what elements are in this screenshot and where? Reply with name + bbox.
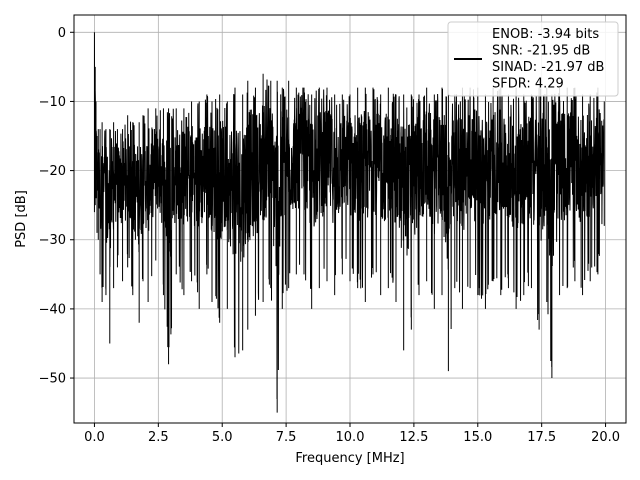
legend-line-sinad: SINAD: -21.97 dB	[492, 60, 604, 75]
x-tick-label: 15.0	[463, 430, 492, 445]
x-tick-label: 10.0	[336, 430, 365, 445]
y-tick-label: −10	[39, 95, 66, 110]
y-axis-label: PSD [dB]	[14, 190, 29, 248]
x-tick-label: 20.0	[591, 430, 620, 445]
y-tick-label: −50	[39, 372, 66, 387]
y-tick-label: −40	[39, 302, 66, 317]
y-tick-label: −20	[39, 164, 66, 179]
x-tick-label: 12.5	[399, 430, 428, 445]
x-axis-label: Frequency [MHz]	[295, 451, 404, 466]
x-tick-label: 5.0	[212, 430, 233, 445]
x-axis-ticks: 0.0 2.5 5.0 7.5 10.0 12.5 15.0 17.5 20.0	[84, 423, 620, 445]
legend-line-enob: ENOB: -3.94 bits	[492, 27, 599, 42]
legend-line-sfdr: SFDR: 4.29	[492, 77, 564, 92]
psd-series-line	[93, 32, 605, 413]
y-tick-label: −30	[39, 233, 66, 248]
legend-box	[447, 21, 619, 97]
legend: ENOB: -3.94 bits SNR: -21.95 dB SINAD: -…	[447, 21, 619, 97]
y-axis-ticks: 0 −10 −20 −30 −40 −50	[39, 26, 74, 387]
plot-area	[93, 32, 605, 413]
x-tick-label: 7.5	[276, 430, 297, 445]
legend-line-snr: SNR: -21.95 dB	[492, 44, 590, 59]
y-tick-label: 0	[58, 26, 66, 41]
x-tick-label: 2.5	[148, 430, 169, 445]
x-tick-label: 0.0	[84, 430, 105, 445]
x-tick-label: 17.5	[527, 430, 556, 445]
